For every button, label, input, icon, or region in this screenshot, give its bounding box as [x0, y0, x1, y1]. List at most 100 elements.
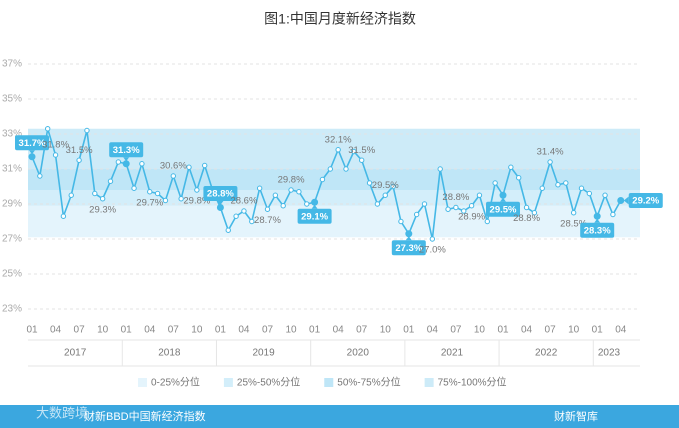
data-point: [437, 166, 443, 172]
data-point: [319, 176, 326, 183]
data-point: [461, 208, 467, 214]
callout-box: [297, 208, 332, 224]
value-label: 27.3%: [395, 243, 422, 254]
data-point: [68, 192, 74, 198]
x-tick-label: 04: [521, 325, 533, 336]
callout: 31.7%: [15, 135, 49, 155]
x-tick-label: 01: [592, 325, 604, 336]
data-point: [351, 148, 357, 155]
x-tick-label: 10: [568, 325, 580, 336]
data-point: [468, 203, 475, 209]
value-label: 31.3%: [113, 145, 140, 156]
legend-label: 75%-100%分位: [438, 376, 507, 389]
data-point: [178, 196, 184, 202]
value-label: 28.7%: [254, 215, 281, 226]
value-label: 29.8%: [183, 196, 210, 207]
watermark: 大数跨境: [36, 405, 88, 420]
callout: 28.8%: [203, 186, 238, 205]
x-tick-label: 04: [50, 325, 62, 336]
value-label: 28.5%: [560, 218, 587, 229]
data-point: [76, 157, 82, 163]
y-tick-label: 37%: [2, 59, 22, 70]
data-point: [374, 201, 381, 207]
data-point: [413, 211, 420, 218]
value-label: 28.8%: [207, 189, 234, 200]
data-point: [147, 189, 153, 195]
data-point: [264, 206, 271, 212]
data-point: [45, 126, 51, 132]
year-label: 2020: [347, 348, 370, 359]
legend-label: 0-25%分位: [151, 376, 200, 389]
year-label: 2018: [158, 348, 181, 359]
value-label: 28.8%: [442, 192, 469, 203]
callout: 29.5%: [486, 197, 520, 217]
x-tick-label: 07: [450, 325, 462, 336]
data-point: [122, 160, 130, 168]
data-point: [586, 190, 593, 197]
callout-pointer: [594, 218, 601, 223]
y-tick-label: 27%: [2, 234, 22, 245]
x-tick-label: 07: [545, 325, 557, 336]
value-label: 31.7%: [19, 138, 46, 149]
source: 财新BBD中国新经济指数: [84, 409, 206, 423]
x-tick-label: 10: [285, 325, 297, 336]
x-tick-label: 04: [615, 325, 627, 336]
data-point: [593, 212, 601, 220]
data-point: [382, 192, 388, 198]
year-label: 2022: [535, 348, 558, 359]
data-point: [343, 166, 349, 172]
x-tick-label: 01: [497, 325, 509, 336]
data-point: [241, 208, 247, 214]
value-label: 29.7%: [136, 197, 163, 208]
x-tick-label: 01: [403, 325, 415, 336]
x-tick-label: 04: [333, 325, 345, 336]
callout: 27.3%: [391, 236, 426, 256]
value-label: 31.5%: [348, 145, 375, 156]
data-point: [28, 153, 36, 161]
x-tick-label: 01: [309, 325, 321, 336]
callout-box: [203, 186, 238, 201]
x-tick-label: 07: [262, 325, 274, 336]
callout-box: [486, 201, 520, 217]
callout-pointer: [217, 201, 224, 205]
x-tick-label: 10: [380, 325, 392, 336]
data-point: [249, 218, 255, 225]
data-point: [162, 197, 169, 204]
callout: 31.3%: [109, 142, 144, 162]
x-tick-label: 10: [191, 325, 203, 336]
value-label: 30.6%: [160, 161, 187, 172]
data-point: [131, 185, 137, 191]
data-point: [499, 191, 507, 199]
legend-label: 50%-75%分位: [337, 376, 400, 389]
x-tick-label: 01: [26, 325, 38, 336]
data-point: [366, 180, 373, 186]
data-point: [216, 204, 224, 211]
y-tick-label: 31%: [2, 164, 22, 175]
value-label: 28.3%: [584, 225, 611, 236]
data-point: [37, 173, 43, 179]
data-point: [304, 201, 310, 207]
footer-bar: [0, 405, 679, 428]
data-point: [547, 159, 553, 165]
x-tick-label: 10: [97, 325, 109, 336]
data-point: [225, 227, 231, 233]
callout-pointer: [123, 157, 130, 162]
data-point: [610, 211, 616, 218]
y-tick-label: 23%: [2, 304, 22, 315]
value-label: 28.6%: [230, 196, 257, 207]
year-label: 2023: [598, 348, 621, 359]
data-point: [311, 198, 319, 206]
percentile-band: [28, 205, 640, 238]
data-point: [570, 210, 577, 216]
value-label: 29.5%: [372, 180, 399, 191]
value-label: 29.2%: [632, 196, 659, 207]
data-point: [139, 161, 145, 167]
brand: 财新智库: [554, 409, 598, 423]
legend-swatch: [138, 378, 147, 387]
callout-box: [628, 193, 663, 208]
data-point: [390, 183, 396, 190]
x-tick-label: 07: [168, 325, 180, 336]
y-tick-label: 33%: [2, 129, 22, 140]
data-point: [555, 182, 561, 188]
